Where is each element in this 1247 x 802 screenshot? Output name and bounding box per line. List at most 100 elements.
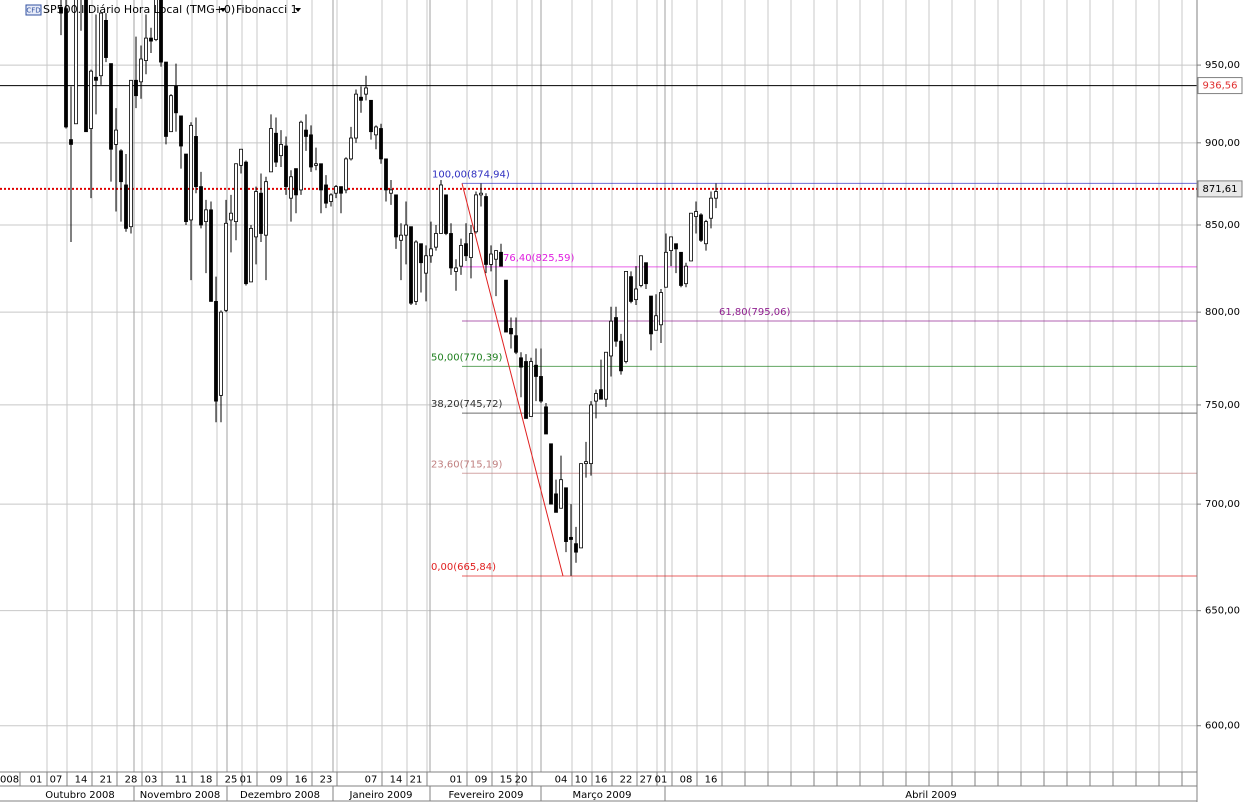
candle-body	[619, 340, 623, 372]
month-label: Dezembro 2008	[240, 790, 320, 801]
candle-body	[99, 12, 103, 77]
candle-body	[329, 194, 333, 202]
x-tick-label: 11	[175, 775, 188, 786]
candle-body	[59, 6, 63, 14]
candle-body	[354, 93, 358, 139]
dropdown-arrow[interactable]	[295, 8, 301, 12]
candle-body	[489, 253, 493, 265]
month-label: Janeiro 2009	[349, 790, 413, 801]
x-tick-label: 08	[680, 775, 693, 786]
candle-body	[649, 295, 653, 335]
x-tick-label: 25	[225, 775, 238, 786]
fib-trend-line	[461, 183, 564, 577]
candle-body	[434, 233, 438, 248]
candle-body	[469, 233, 473, 258]
candle-body	[204, 209, 208, 223]
candle-body	[179, 115, 183, 147]
candle-body	[314, 163, 318, 166]
x-tick-label: 16	[295, 775, 308, 786]
candle-body	[294, 168, 298, 196]
candle-body	[669, 236, 673, 251]
candle-body	[284, 145, 288, 188]
candle-body	[674, 243, 678, 250]
candle-body	[694, 211, 698, 217]
x-tick-label: 09	[475, 775, 488, 786]
candle-body	[499, 251, 503, 267]
candle-body	[679, 251, 683, 286]
candle-body	[634, 288, 638, 301]
x-tick-label: 01	[655, 775, 668, 786]
candle-body	[164, 61, 168, 137]
candle-body	[544, 406, 548, 435]
candle-body	[439, 184, 443, 234]
candle-body	[579, 463, 583, 549]
candle-body	[464, 243, 468, 257]
candle-body	[394, 194, 398, 238]
y-tick-label: 700,00	[1205, 499, 1240, 510]
candle-body	[319, 163, 323, 191]
y-tick-label: 650,00	[1205, 606, 1240, 617]
candle-body	[699, 214, 703, 241]
x-tick-label: 01	[450, 775, 463, 786]
candle-body	[194, 136, 198, 188]
candle-body	[234, 163, 238, 223]
candle-body	[199, 186, 203, 226]
fib-label: 0,00(665,84)	[431, 562, 496, 573]
candle-body	[119, 150, 123, 183]
candle-body	[114, 129, 118, 145]
candle-body	[664, 251, 668, 288]
candle-body	[629, 276, 633, 302]
candle-body	[414, 241, 418, 302]
candle-body	[134, 79, 138, 97]
x-tick-label: 01	[240, 775, 253, 786]
candle-body	[594, 393, 598, 402]
candle-body	[344, 158, 348, 191]
candle-body	[334, 186, 338, 194]
plot-area: 100,00(874,94) 76,40(825,59) 61,80(795,06)…	[0, 0, 1197, 577]
fib-label: 100,00(874,94)	[432, 169, 510, 180]
candle-body	[479, 192, 483, 196]
x-tick-label: 01	[30, 775, 43, 786]
y-tick-label: 600,00	[1205, 721, 1240, 732]
candle-body	[564, 487, 568, 542]
x-tick-label: 04	[555, 775, 568, 786]
candle-body	[449, 233, 453, 269]
candle-body	[444, 194, 448, 234]
candle-body	[74, 0, 78, 125]
candle-body	[159, 0, 163, 63]
candle-body	[269, 128, 273, 173]
candle-body	[139, 58, 143, 83]
candle-body	[654, 315, 658, 331]
candle-body	[589, 404, 593, 465]
candle-body	[644, 262, 648, 285]
candle-body	[249, 227, 253, 283]
y-tick-label: 750,00	[1205, 400, 1240, 411]
dropdown-arrow[interactable]	[220, 8, 226, 12]
candle-body	[624, 271, 628, 362]
candle-body	[484, 196, 488, 265]
x-tick-label: 18	[200, 775, 213, 786]
x-tick-label: 09	[270, 775, 283, 786]
candle-body	[689, 212, 693, 262]
candle-body	[224, 222, 228, 311]
price-label-box	[1197, 180, 1243, 198]
candle-body	[239, 148, 243, 166]
candle-body	[424, 255, 428, 274]
x-tick-label: 16	[595, 775, 608, 786]
x-tick-label: 07	[50, 775, 63, 786]
candle-body	[349, 137, 353, 160]
candle-body	[504, 279, 508, 333]
candle-body	[189, 124, 193, 221]
candle-body	[129, 79, 133, 228]
candle-body	[419, 243, 423, 264]
candle-body	[244, 161, 248, 285]
candle-body	[474, 194, 478, 233]
candle-body	[229, 212, 233, 221]
candle-body	[384, 158, 388, 191]
x-tick-label: 20	[515, 775, 528, 786]
candle-body	[184, 153, 188, 223]
candle-body	[214, 301, 218, 402]
fib-label: 61,80(795,06)	[719, 307, 791, 318]
fib-label: 76,40(825,59)	[503, 253, 575, 264]
